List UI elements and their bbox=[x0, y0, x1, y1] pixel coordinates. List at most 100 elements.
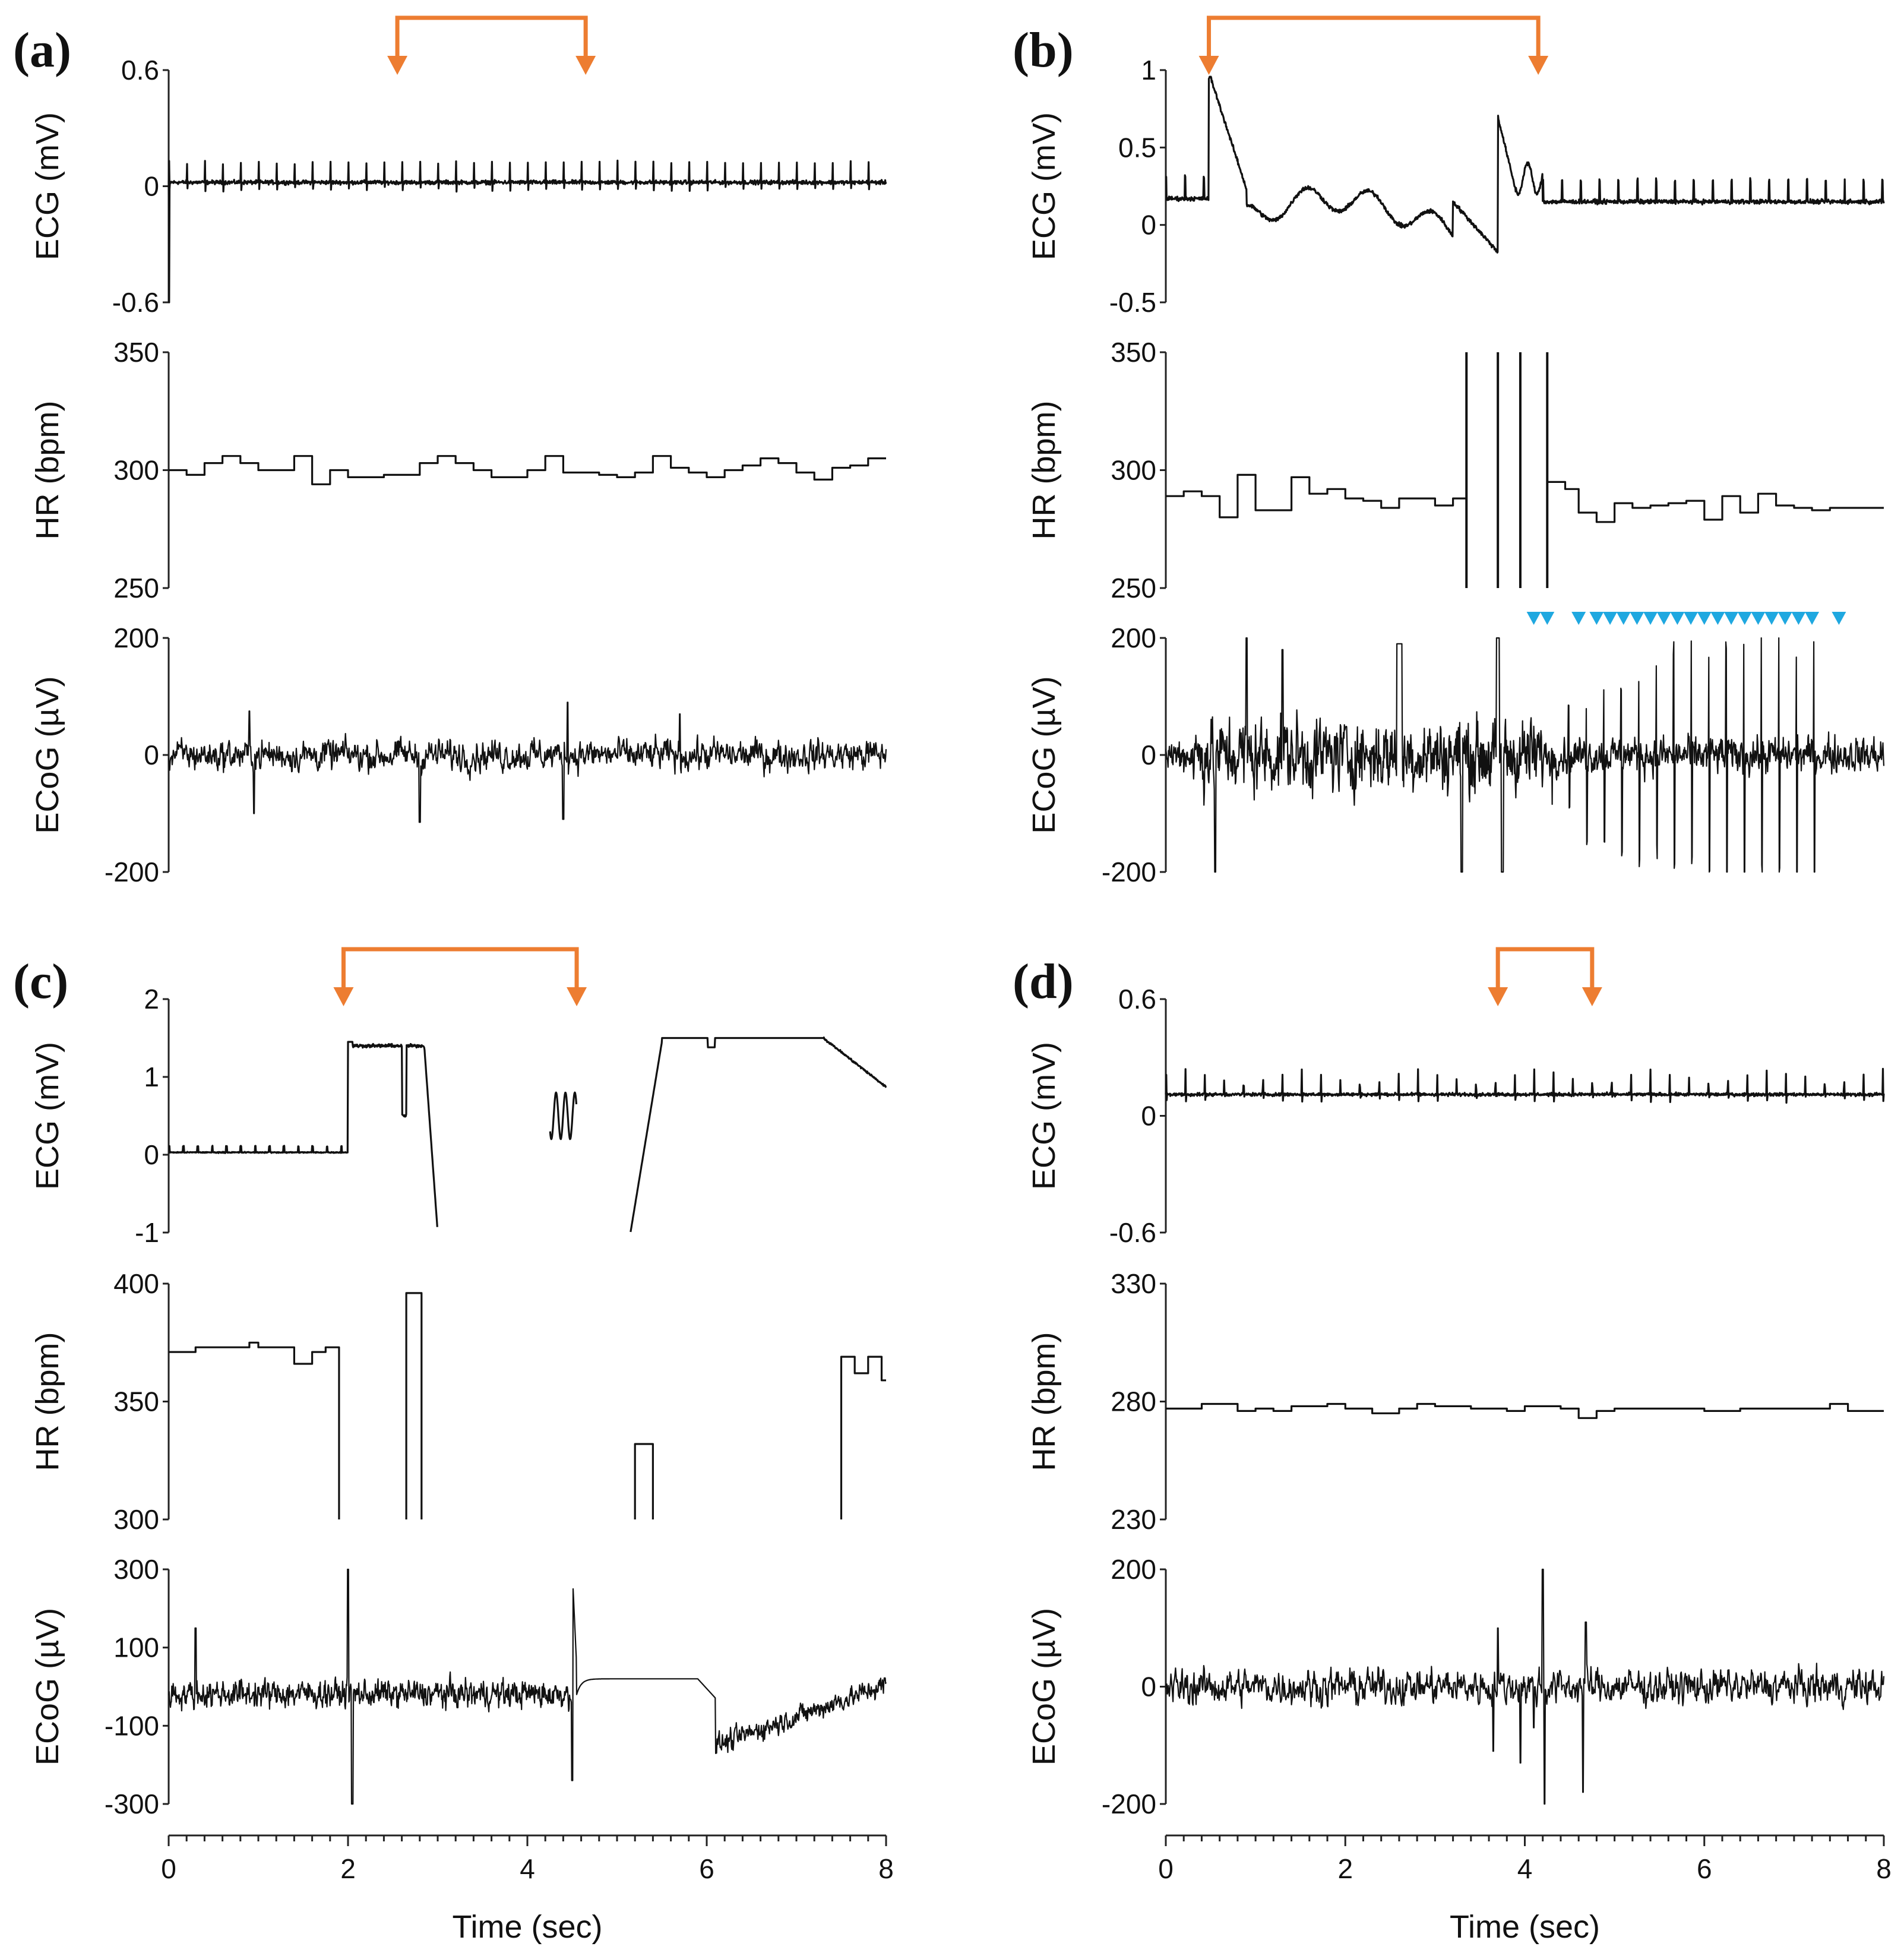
stimulus-arrow-end bbox=[1528, 56, 1549, 75]
arrhythmia-marker bbox=[1724, 612, 1739, 625]
stimulus-arrow-start bbox=[333, 987, 354, 1006]
x-tick-label: 6 bbox=[1697, 1853, 1712, 1884]
y-tick-label: 200 bbox=[113, 623, 159, 653]
y-tick-label: 0 bbox=[1141, 210, 1156, 241]
arrhythmia-marker bbox=[1751, 612, 1766, 625]
arrhythmia-marker bbox=[1571, 612, 1586, 625]
y-axis-label: HR (bpm) bbox=[30, 1332, 65, 1471]
subplot-hr: 350 300 250 HR (bpm) bbox=[30, 337, 886, 604]
x-tick-label: 0 bbox=[1158, 1853, 1174, 1884]
x-tick-label: 0 bbox=[161, 1853, 176, 1884]
y-tick-label: 0 bbox=[1141, 1101, 1156, 1132]
y-tick-label: 230 bbox=[1111, 1504, 1156, 1535]
y-tick-label: -0.6 bbox=[1109, 1217, 1156, 1248]
x-axis-label: Time (sec) bbox=[1450, 1909, 1600, 1945]
y-tick-label: 200 bbox=[1111, 1554, 1156, 1585]
y-tick-label: 280 bbox=[1111, 1386, 1156, 1417]
y-tick-label: -300 bbox=[105, 1789, 159, 1819]
y-axis-label: ECG (mV) bbox=[1026, 112, 1062, 260]
y-axis-label: ECoG (µV) bbox=[1026, 676, 1062, 833]
stimulus-arrow-start bbox=[1198, 56, 1219, 75]
ecog-trace bbox=[167, 702, 887, 823]
stimulus-arrow-end bbox=[575, 56, 596, 75]
arrhythmia-marker bbox=[1805, 612, 1820, 625]
arrhythmia-marker bbox=[1697, 612, 1712, 625]
y-axis-label: HR (bpm) bbox=[1026, 400, 1062, 539]
ecg-trace bbox=[1165, 1067, 1885, 1104]
y-tick-label: 0 bbox=[1141, 1672, 1156, 1702]
panel-letter: (a) bbox=[13, 23, 71, 78]
hr-trace bbox=[169, 455, 886, 485]
y-tick-label: 1 bbox=[144, 1061, 159, 1092]
y-tick-label: 200 bbox=[1111, 623, 1156, 653]
x-axis-label: Time (sec) bbox=[453, 1909, 603, 1945]
arrhythmia-marker bbox=[1603, 612, 1618, 625]
subplot-ecog: 200 0 -200 ECoG (µV) bbox=[1026, 623, 1885, 887]
y-axis-label: HR (bpm) bbox=[1026, 1332, 1062, 1471]
y-tick-label: 350 bbox=[113, 1386, 159, 1417]
y-tick-label: 250 bbox=[113, 573, 159, 604]
x-tick-label: 6 bbox=[699, 1853, 714, 1884]
y-tick-label: -200 bbox=[105, 857, 159, 887]
arrhythmia-marker bbox=[1643, 612, 1658, 625]
subplot-ecg: 0.6 0 -0.6 ECG (mV) bbox=[30, 55, 887, 318]
arrhythmia-marker bbox=[1656, 612, 1671, 625]
y-tick-label: 2 bbox=[144, 984, 159, 1015]
panel-letter: (b) bbox=[1013, 23, 1074, 78]
x-tick-label: 2 bbox=[340, 1853, 356, 1884]
ecog-trace bbox=[1165, 1568, 1885, 1805]
arrhythmia-marker bbox=[1670, 612, 1685, 625]
panel-b: (b) 1 0.5 0 -0.5 ECG (mV) 350 300 250 HR (bpm) 200… bbox=[1013, 15, 1885, 887]
y-tick-label: 100 bbox=[113, 1632, 159, 1663]
stimulus-arrow-end bbox=[1582, 987, 1602, 1006]
y-axis-label: HR (bpm) bbox=[30, 400, 65, 539]
y-tick-label: 0 bbox=[144, 171, 159, 202]
ecg-trace bbox=[168, 1037, 887, 1233]
panel-a: (a) 0.6 0 -0.6 ECG (mV) 350 300 250 HR (bpm) 200 0… bbox=[13, 15, 887, 887]
arrhythmia-marker bbox=[1589, 612, 1604, 625]
y-tick-label: 330 bbox=[1111, 1268, 1156, 1299]
hr-trace bbox=[1166, 473, 1884, 523]
x-tick-label: 8 bbox=[1876, 1853, 1892, 1884]
arrhythmia-marker bbox=[1526, 612, 1541, 625]
ecg-trace bbox=[167, 159, 887, 304]
y-tick-label: -100 bbox=[105, 1710, 159, 1741]
arrhythmia-marker bbox=[1540, 612, 1555, 625]
subplot-hr: 400 350 300 HR (bpm) bbox=[30, 1268, 886, 1535]
arrhythmia-marker bbox=[1616, 612, 1631, 625]
ecg-trace bbox=[1165, 75, 1885, 254]
hr-trace bbox=[169, 1292, 886, 1519]
subplot-ecog: 300 100 -100 -300 ECoG (µV) bbox=[30, 1554, 887, 1819]
y-tick-label: 0 bbox=[144, 740, 159, 770]
y-tick-label: 0 bbox=[144, 1139, 159, 1170]
stimulus-bracket bbox=[1207, 15, 1541, 59]
x-tick-label: 8 bbox=[878, 1853, 894, 1884]
ecog-trace bbox=[1165, 637, 1885, 873]
arrhythmia-marker bbox=[1710, 612, 1725, 625]
subplot-hr: 330 280 230 HR (bpm) bbox=[1026, 1268, 1884, 1535]
y-tick-label: 350 bbox=[1111, 337, 1156, 368]
stimulus-arrow-end bbox=[567, 987, 587, 1006]
y-tick-label: 350 bbox=[113, 337, 159, 368]
ecog-trace bbox=[167, 1568, 887, 1805]
x-tick-label: 2 bbox=[1337, 1853, 1353, 1884]
x-tick-label: 4 bbox=[520, 1853, 535, 1884]
stimulus-arrow-start bbox=[387, 56, 408, 75]
stimulus-bracket bbox=[395, 15, 588, 59]
y-tick-label: 0.6 bbox=[121, 55, 159, 86]
y-tick-label: 1 bbox=[1141, 55, 1156, 86]
y-axis-label: ECG (mV) bbox=[30, 112, 65, 260]
stimulus-bracket bbox=[1495, 947, 1595, 991]
subplot-hr: 350 300 250 HR (bpm) bbox=[1026, 337, 1884, 604]
subplot-ecog: 200 0 -200 ECoG (µV) bbox=[1026, 1554, 1885, 1819]
y-axis-label: ECG (mV) bbox=[1026, 1042, 1062, 1190]
subplot-ecg: 2 1 0 -1 ECG (mV) bbox=[30, 984, 887, 1248]
y-tick-label: 300 bbox=[113, 455, 159, 486]
arrhythmia-marker bbox=[1778, 612, 1792, 625]
hr-trace bbox=[1166, 1402, 1884, 1419]
stimulus-arrow-start bbox=[1488, 987, 1508, 1006]
panel-letter: (c) bbox=[13, 954, 68, 1009]
arrhythmia-marker bbox=[1684, 612, 1699, 625]
